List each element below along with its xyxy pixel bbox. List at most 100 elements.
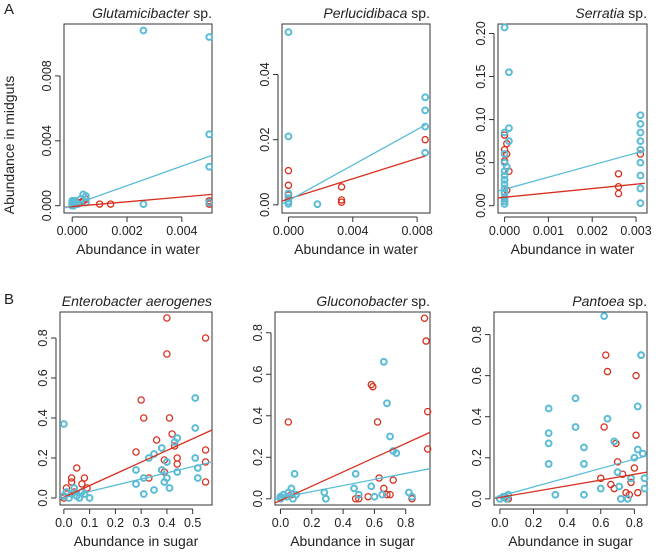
panel-label-b: B: [4, 291, 14, 308]
data-point-blue: [313, 200, 322, 209]
data-point-blue: [580, 443, 588, 452]
data-point-blue: [500, 180, 509, 189]
data-point-blue: [150, 486, 158, 494]
data-point-red: [603, 367, 612, 376]
panel-title: Gluconobacter sp.: [316, 293, 430, 309]
data-point-red: [607, 480, 615, 489]
y-tick-label: 0.00: [474, 193, 488, 217]
data-point-blue: [205, 198, 214, 207]
fit-line-red: [63, 193, 213, 208]
data-point-blue: [284, 28, 293, 37]
data-point-red: [165, 414, 174, 422]
data-point-blue: [193, 474, 202, 482]
data-point-blue: [500, 200, 509, 208]
data-point-blue: [75, 494, 84, 502]
panel-title-italic: Glutamicibacter: [92, 5, 191, 21]
data-point-blue: [544, 404, 553, 413]
data-point-red: [632, 371, 640, 380]
x-tick-label: 0.0: [272, 516, 289, 530]
x-tick-label: 0.000: [57, 224, 88, 238]
data-point-red: [132, 448, 140, 456]
x-axis-label: Abundance in water: [294, 241, 418, 257]
data-point-red: [632, 431, 640, 439]
data-point-red: [337, 198, 346, 206]
data-point-blue: [551, 490, 560, 499]
data-point-blue: [637, 351, 646, 360]
y-tick-label: 0.0: [251, 490, 265, 507]
x-tick-label: 0.002: [111, 224, 142, 238]
data-point-red: [62, 484, 71, 492]
y-tick-label: 0.6: [470, 367, 484, 384]
data-point-red: [355, 495, 363, 503]
panel-4: Enterobacter aerogenes 0.0 0.1 0.2 0.3 0.4 0.5…: [36, 293, 213, 549]
x-tick-label: 0.002: [577, 224, 608, 238]
data-point-blue: [544, 429, 553, 438]
data-point-blue: [191, 454, 200, 462]
data-point-red: [284, 166, 293, 175]
fit-line-blue: [497, 149, 645, 192]
data-point-blue: [284, 132, 293, 141]
y-tick-label: 0.10: [474, 107, 488, 131]
y-tick-label: 0.000: [40, 190, 54, 221]
data-point-blue: [370, 492, 379, 501]
data-point-blue: [636, 199, 645, 207]
x-tick-label: 0.4: [558, 516, 575, 530]
y-tick-label: 0.8: [251, 324, 265, 341]
data-point-red: [389, 476, 397, 484]
x-tick-label: 0.0: [491, 516, 508, 530]
data-point-red: [163, 314, 171, 322]
data-point-red: [373, 418, 382, 426]
y-tick-label: 0.0: [470, 490, 484, 507]
data-point-red: [386, 490, 394, 499]
y-tick-label: 0.04: [258, 62, 272, 86]
panel-title: Enterobacter aerogenes: [62, 293, 212, 309]
data-point-blue: [421, 106, 430, 115]
data-point-red: [284, 418, 293, 426]
x-tick-label: 0.4: [334, 516, 351, 530]
panel-title-rest: sp.: [624, 293, 647, 309]
x-tick-label: 0.5: [184, 516, 201, 530]
data-point-red: [80, 474, 89, 482]
data-point-blue: [617, 494, 625, 503]
data-point-red: [423, 407, 432, 416]
plot-frame: [59, 311, 213, 506]
panel-1: Glutamicibacter sp. 0.000 0.002 0.004 Abunda…: [40, 5, 214, 257]
data-point-blue: [205, 130, 214, 139]
plot-frame: [63, 23, 213, 214]
data-point-blue: [500, 23, 509, 32]
x-tick-label: 0.4: [158, 516, 175, 530]
data-point-blue: [157, 444, 166, 452]
data-point-blue: [165, 484, 174, 492]
data-point-red: [367, 380, 376, 389]
fit-line-red: [497, 182, 645, 199]
data-point-blue: [636, 111, 645, 120]
plot-frame: [274, 311, 431, 506]
data-point-blue: [205, 162, 214, 171]
x-tick-label: 0.004: [166, 224, 197, 238]
data-point-red: [627, 478, 635, 487]
data-point-red: [420, 314, 429, 322]
fit-line-red: [281, 155, 426, 202]
data-point-blue: [502, 163, 511, 171]
data-point-blue: [408, 492, 416, 501]
series-blue: [59, 394, 202, 502]
data-point-blue: [636, 184, 645, 193]
y-tick-label: 0.6: [36, 369, 50, 386]
data-point-red: [173, 460, 181, 468]
data-point-blue: [580, 460, 588, 468]
series-red: [60, 314, 210, 502]
data-point-red: [500, 131, 509, 139]
y-tick-label: 0.004: [40, 125, 54, 156]
data-point-blue: [139, 200, 148, 208]
data-point-blue: [173, 434, 182, 442]
data-point-blue: [320, 488, 329, 497]
data-point-red: [634, 488, 642, 497]
data-point-blue: [500, 150, 509, 158]
data-point-red: [630, 464, 639, 472]
data-point-blue: [544, 439, 553, 448]
y-tick-label: 0.20: [474, 21, 488, 45]
series-blue: [276, 357, 416, 503]
series-blue: [284, 28, 430, 209]
series-red: [500, 131, 645, 203]
data-point-red: [139, 414, 148, 422]
